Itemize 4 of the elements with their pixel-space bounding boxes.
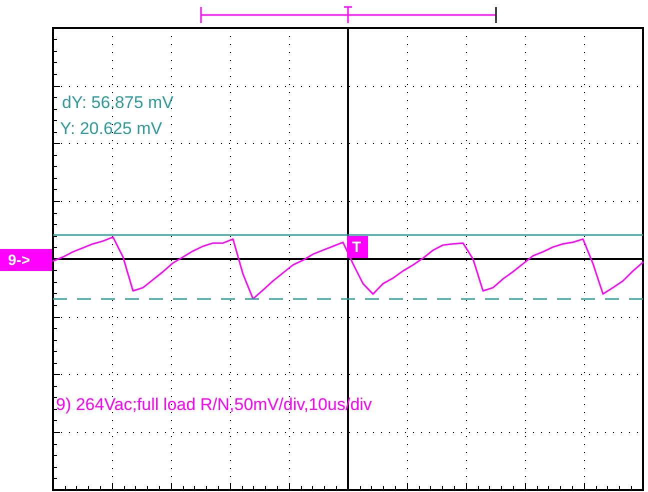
text: dY: 56.875 mV bbox=[62, 93, 174, 112]
text: Y: 20.625 mV bbox=[60, 119, 162, 138]
annotation: T bbox=[347, 236, 368, 258]
text: 9-> bbox=[0, 249, 52, 271]
